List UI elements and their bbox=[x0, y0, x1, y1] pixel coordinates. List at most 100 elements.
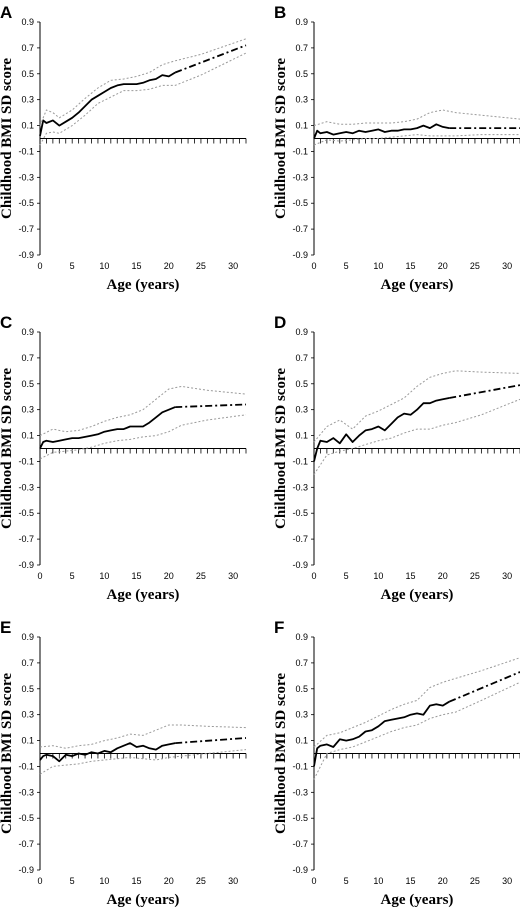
y-tick-label: -0.7 bbox=[18, 224, 34, 234]
y-tick-label: 0.1 bbox=[295, 431, 308, 441]
y-tick-label: -0.5 bbox=[18, 198, 34, 208]
x-tick-label: 30 bbox=[502, 261, 512, 271]
x-tick-label: 0 bbox=[311, 261, 316, 271]
y-tick-label: -0.3 bbox=[292, 787, 308, 797]
y-tick-label: 0.9 bbox=[21, 632, 34, 642]
y-tick-label: 0.1 bbox=[21, 431, 34, 441]
x-tick-label: 30 bbox=[228, 571, 238, 581]
x-axis-title: Age (years) bbox=[107, 277, 180, 293]
y-tick-label: 0.9 bbox=[295, 327, 308, 337]
x-tick-label: 30 bbox=[502, 876, 512, 886]
x-tick-label: 20 bbox=[438, 876, 448, 886]
y-tick-label: -0.1 bbox=[292, 146, 308, 156]
series-lower-ci bbox=[313, 398, 520, 475]
y-tick-label: -0.5 bbox=[292, 508, 308, 518]
x-tick-label: 0 bbox=[37, 261, 42, 271]
y-tick-label: -0.7 bbox=[18, 839, 34, 849]
y-tick-label: -0.9 bbox=[18, 560, 34, 570]
x-tick-label: 25 bbox=[196, 876, 206, 886]
y-tick-label: -0.9 bbox=[292, 865, 308, 875]
x-tick-label: 5 bbox=[344, 571, 349, 581]
y-tick-label: 0.7 bbox=[295, 43, 308, 53]
y-tick-label: 0.9 bbox=[21, 17, 34, 27]
y-tick-label: 0.7 bbox=[21, 353, 34, 363]
x-axis-title: Age (years) bbox=[107, 587, 180, 603]
series-lower-ci bbox=[39, 52, 247, 146]
y-axis-title: Childhood BMI SD score bbox=[0, 673, 15, 834]
panel-letter: F bbox=[274, 618, 284, 637]
x-tick-label: 10 bbox=[99, 571, 109, 581]
y-tick-label: -0.9 bbox=[292, 560, 308, 570]
x-tick-label: 5 bbox=[70, 571, 75, 581]
x-tick-label: 0 bbox=[37, 571, 42, 581]
x-tick-label: 25 bbox=[470, 876, 480, 886]
y-tick-label: 0.5 bbox=[295, 69, 308, 79]
x-tick-label: 20 bbox=[438, 261, 448, 271]
y-tick-label: -0.1 bbox=[18, 761, 34, 771]
x-tick-label: 15 bbox=[132, 571, 142, 581]
series-upper-ci bbox=[39, 724, 247, 749]
y-tick-label: -0.9 bbox=[18, 250, 34, 260]
y-tick-label: 0.5 bbox=[295, 684, 308, 694]
x-tick-label: 10 bbox=[373, 571, 383, 581]
y-axis-title: Childhood BMI SD score bbox=[273, 368, 289, 529]
y-tick-label: -0.9 bbox=[18, 865, 34, 875]
y-tick-label: -0.3 bbox=[18, 482, 34, 492]
y-tick-label: 0.9 bbox=[295, 632, 308, 642]
x-tick-label: 5 bbox=[344, 876, 349, 886]
x-tick-label: 20 bbox=[164, 571, 174, 581]
y-tick-label: -0.1 bbox=[18, 456, 34, 466]
y-tick-label: -0.7 bbox=[292, 224, 308, 234]
panel-e: E -0.9 -0.7 -0.5 -0.3 -0.1 0.1 0.3 0.5 0.7 0.9 0 5 10… bbox=[0, 618, 247, 908]
x-tick-label: 15 bbox=[406, 571, 416, 581]
series-estimate bbox=[313, 397, 450, 462]
x-tick-label: 0 bbox=[311, 876, 316, 886]
y-tick-label: -0.5 bbox=[18, 508, 34, 518]
x-tick-label: 0 bbox=[311, 571, 316, 581]
x-tick-label: 25 bbox=[196, 571, 206, 581]
y-tick-label: 0.3 bbox=[295, 405, 308, 415]
y-tick-label: -0.7 bbox=[292, 534, 308, 544]
series-extrapolation bbox=[174, 44, 247, 74]
x-tick-label: 25 bbox=[196, 261, 206, 271]
panel-f: F -0.9 -0.7 -0.5 -0.3 -0.1 0.1 0.3 0.5 0.7 0.9 0 5 10… bbox=[273, 618, 520, 908]
y-tick-label: 0.3 bbox=[295, 710, 308, 720]
x-tick-label: 10 bbox=[99, 261, 109, 271]
x-tick-label: 25 bbox=[470, 261, 480, 271]
x-tick-label: 20 bbox=[164, 261, 174, 271]
x-tick-label: 10 bbox=[99, 876, 109, 886]
y-tick-label: 0.3 bbox=[295, 95, 308, 105]
y-tick-label: 0.7 bbox=[21, 658, 34, 668]
y-tick-label: -0.1 bbox=[292, 761, 308, 771]
series-upper-ci bbox=[313, 370, 520, 443]
x-tick-label: 20 bbox=[438, 571, 448, 581]
y-tick-label: -0.3 bbox=[18, 787, 34, 797]
x-tick-label: 15 bbox=[406, 876, 416, 886]
panel-letter: E bbox=[0, 618, 11, 637]
y-tick-label: 0.7 bbox=[21, 43, 34, 53]
y-tick-label: -0.5 bbox=[292, 198, 308, 208]
y-tick-label: -0.1 bbox=[292, 456, 308, 466]
y-tick-label: 0.5 bbox=[21, 379, 34, 389]
y-tick-label: -0.3 bbox=[292, 482, 308, 492]
series-estimate bbox=[313, 123, 450, 139]
x-tick-label: 5 bbox=[70, 261, 75, 271]
y-axis-title: Childhood BMI SD score bbox=[0, 368, 15, 529]
panel-d: D -0.9 -0.7 -0.5 -0.3 -0.1 0.1 0.3 0.5 0.7 0.9 0 5 10… bbox=[273, 313, 520, 603]
y-tick-label: -0.7 bbox=[18, 534, 34, 544]
y-tick-label: 0.5 bbox=[21, 69, 34, 79]
x-tick-label: 25 bbox=[470, 571, 480, 581]
y-tick-label: 0.1 bbox=[21, 736, 34, 746]
panel-b: B -0.9 -0.7 -0.5 -0.3 -0.1 0.1 0.3 0.5 0.7 0.9 0 5 10… bbox=[273, 3, 520, 293]
y-tick-label: 0.1 bbox=[295, 121, 308, 131]
x-tick-label: 10 bbox=[373, 261, 383, 271]
series-upper-ci bbox=[313, 657, 520, 748]
y-axis-title: Childhood BMI SD score bbox=[273, 673, 289, 834]
x-axis-title: Age (years) bbox=[107, 892, 180, 908]
y-axis-title: Childhood BMI SD score bbox=[0, 58, 15, 219]
y-tick-label: 0.1 bbox=[295, 736, 308, 746]
series-upper-ci bbox=[39, 385, 247, 437]
panel-letter: C bbox=[0, 313, 12, 332]
y-tick-label: -0.1 bbox=[18, 146, 34, 156]
